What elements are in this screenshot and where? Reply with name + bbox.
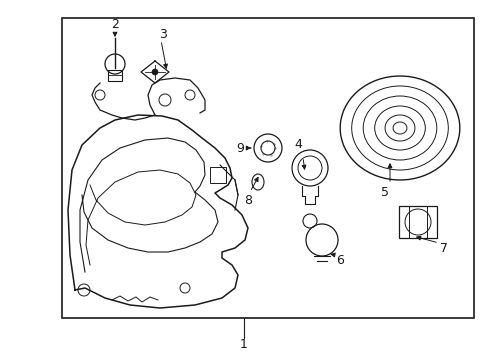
Text: 5: 5 bbox=[380, 185, 388, 198]
Bar bbox=[108, 70, 122, 81]
Text: 9: 9 bbox=[236, 141, 244, 154]
Circle shape bbox=[152, 69, 158, 75]
Bar bbox=[209, 167, 225, 183]
Bar bbox=[62, 18, 473, 318]
Text: 8: 8 bbox=[244, 194, 251, 207]
Text: 6: 6 bbox=[335, 253, 343, 266]
Text: 1: 1 bbox=[240, 338, 247, 351]
Text: 3: 3 bbox=[159, 28, 166, 41]
Text: 4: 4 bbox=[293, 139, 301, 152]
Bar bbox=[398, 206, 436, 238]
Text: 7: 7 bbox=[439, 242, 447, 255]
Text: 2: 2 bbox=[111, 18, 119, 31]
